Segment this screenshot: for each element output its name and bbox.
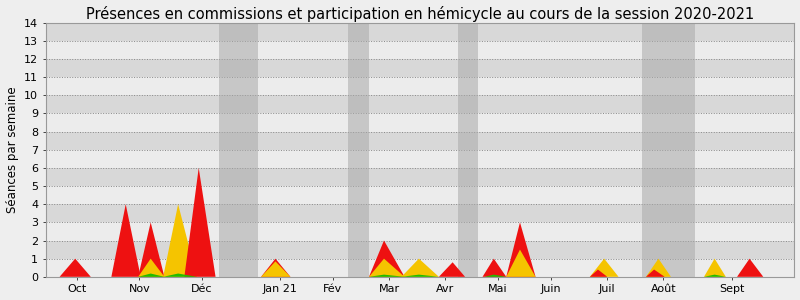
Polygon shape [261,261,290,277]
Polygon shape [369,259,405,277]
Polygon shape [646,269,665,277]
Polygon shape [506,250,535,277]
Polygon shape [439,262,465,277]
Polygon shape [369,241,405,277]
Polygon shape [138,259,164,277]
Polygon shape [590,259,618,277]
Polygon shape [704,274,726,277]
Bar [46,41,794,59]
Polygon shape [646,259,671,277]
Bar [46,23,794,41]
Bar [46,204,794,222]
Bar [46,59,794,77]
Polygon shape [138,222,164,277]
Y-axis label: Séances par semaine: Séances par semaine [6,86,18,213]
Bar [458,23,478,277]
Bar [46,113,794,132]
Polygon shape [261,259,290,277]
Bar [46,168,794,186]
Polygon shape [163,274,197,277]
Bar [46,132,794,150]
Polygon shape [590,269,607,277]
Polygon shape [402,259,439,277]
Polygon shape [485,274,506,277]
Polygon shape [369,274,405,277]
Bar [642,23,694,277]
Polygon shape [506,222,535,277]
Title: Présences en commissions et participation en hémicycle au cours de la session 20: Présences en commissions et participatio… [86,6,754,22]
Polygon shape [402,274,439,277]
Bar [46,186,794,204]
Bar [219,23,258,277]
Polygon shape [138,274,164,277]
Bar [46,77,794,95]
Bar [46,241,794,259]
Polygon shape [184,168,215,277]
Polygon shape [163,204,197,277]
Polygon shape [111,204,141,277]
Polygon shape [59,259,90,277]
Bar [349,23,369,277]
Bar [46,259,794,277]
Bar [46,222,794,241]
Bar [46,95,794,113]
Bar [46,150,794,168]
Polygon shape [704,259,726,277]
Polygon shape [737,259,763,277]
Polygon shape [482,259,506,277]
